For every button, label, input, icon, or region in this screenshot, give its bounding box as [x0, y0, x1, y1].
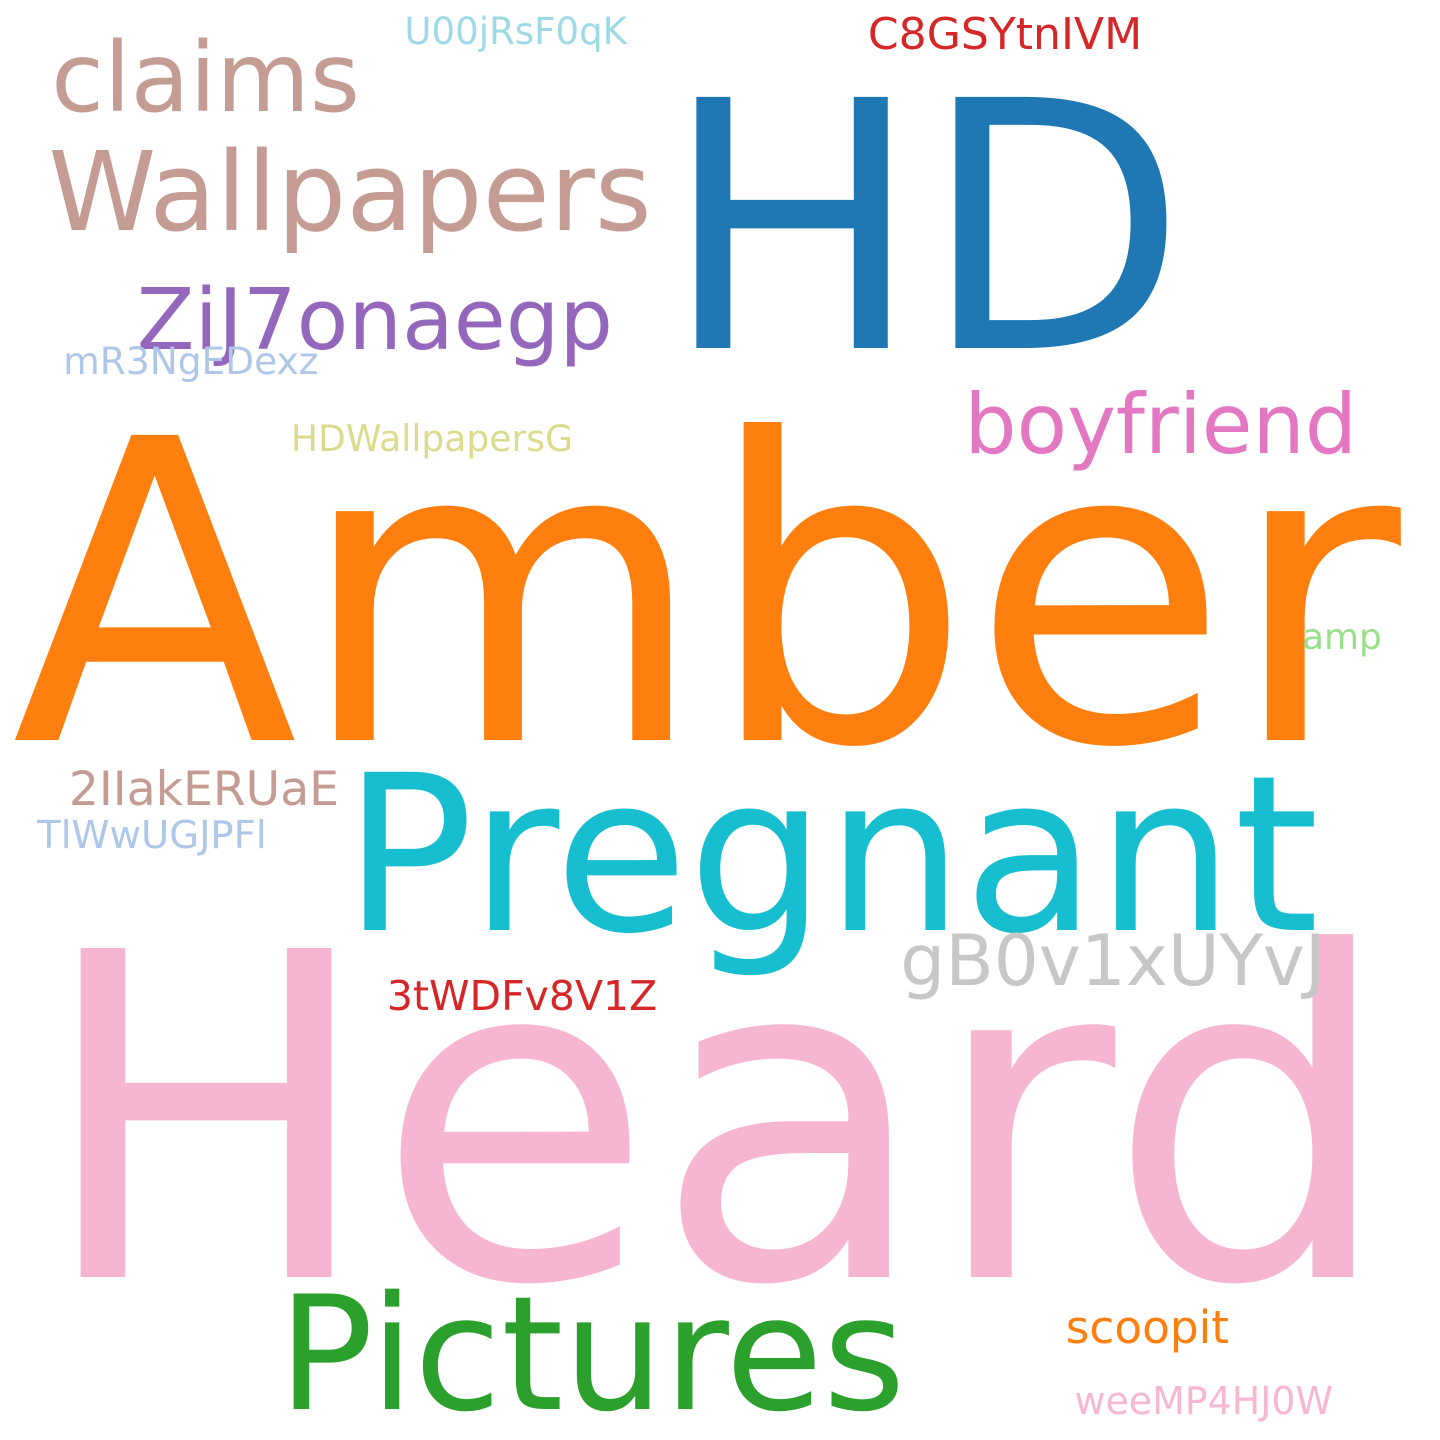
word-pregnant: Pregnant: [343, 730, 1319, 982]
word-zij7onaegp: ZiJ7onaegp: [136, 270, 614, 369]
word-c8gsytnivm: C8GSYtnIVM: [867, 9, 1143, 60]
word-amber: Amber: [11, 351, 1401, 839]
word-3twdfv8v1z: 3tWDFv8V1Z: [386, 971, 658, 1020]
word-amp: amp: [1302, 617, 1382, 658]
word-boyfriend: boyfriend: [964, 376, 1358, 473]
word-claims: claims: [51, 22, 360, 134]
word-pictures: Pictures: [278, 1262, 906, 1440]
word-mr3ngedexz: mR3NgEDexz: [63, 339, 319, 383]
word-hdwallpapersg: HDWallpapersG: [290, 417, 574, 460]
word-weemp4hj0w: weeMP4HJ0W: [1074, 1379, 1333, 1423]
word-u00jrsf0qk: U00jRsF0qK: [404, 10, 627, 53]
word-tlwwugjpfl: TlWwUGJPFl: [37, 812, 267, 858]
word-wallpapers: Wallpapers: [48, 129, 652, 256]
word-gb0v1xuyvj: gB0v1xUYvJ: [900, 919, 1326, 1002]
word-hd: HD: [662, 29, 1187, 431]
word-heard: Heard: [36, 859, 1394, 1385]
word-2iiakeruae: 2IIakERUaE: [68, 761, 339, 817]
word-scoopit: scoopit: [1065, 1300, 1230, 1354]
